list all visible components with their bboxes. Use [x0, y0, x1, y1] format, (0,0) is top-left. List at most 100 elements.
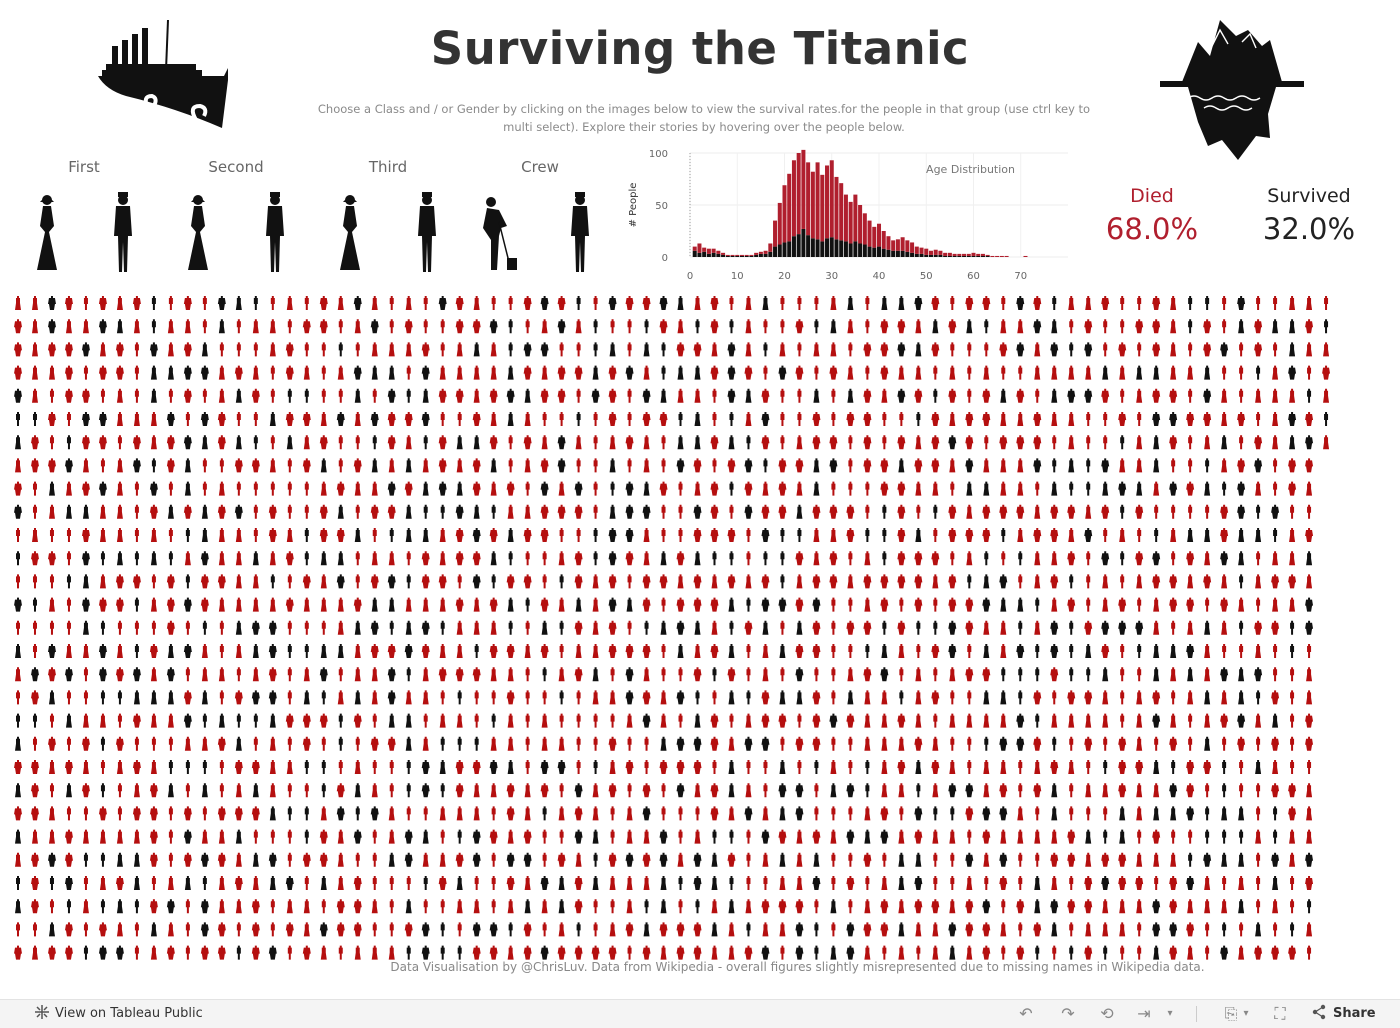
person-died-figure	[814, 667, 819, 682]
undo-icon[interactable]: ↶	[1019, 1004, 1033, 1023]
person-died-figure	[694, 644, 701, 658]
chevron-down-icon[interactable]: ▾	[1243, 1008, 1249, 1019]
class-label-second[interactable]: Second	[208, 158, 264, 176]
person-died-figure	[780, 620, 785, 635]
second-class-woman-figure[interactable]	[178, 192, 218, 276]
person-survived-figure	[304, 806, 309, 821]
person-died-figure	[593, 412, 598, 426]
person-died-figure	[490, 481, 497, 496]
person-died-figure	[864, 899, 871, 914]
person-died-figure	[134, 736, 139, 751]
third-class-woman-figure[interactable]	[330, 192, 370, 276]
person-died-figure	[1221, 899, 1228, 914]
person-died-figure	[881, 876, 888, 890]
person-died-figure	[830, 760, 837, 774]
person-died-figure	[1222, 319, 1227, 334]
person-died-figure	[32, 736, 37, 751]
redo-icon[interactable]: ↷	[1061, 1004, 1075, 1023]
person-died-figure	[608, 945, 617, 960]
person-died-figure	[507, 945, 514, 960]
person-died-figure	[81, 528, 90, 542]
person-died-figure	[1273, 481, 1278, 496]
person-survived-figure	[813, 458, 820, 473]
person-died-figure	[200, 945, 209, 960]
class-label-third[interactable]: Third	[368, 158, 408, 176]
crew-man-figure[interactable]	[560, 192, 600, 276]
person-survived-figure	[1169, 922, 1178, 937]
person-survived-figure	[354, 783, 361, 798]
person-died-figure	[745, 783, 752, 798]
person-survived-figure	[1255, 760, 1262, 774]
person-survived-figure	[1101, 551, 1110, 566]
person-survived-figure	[491, 504, 496, 519]
person-survived-figure	[1307, 899, 1312, 914]
person-survived-figure	[575, 597, 582, 612]
person-died-figure	[82, 319, 89, 334]
person-died-figure	[406, 365, 411, 380]
person-survived-figure	[661, 365, 666, 380]
person-died-figure	[831, 481, 836, 496]
person-survived-figure	[1239, 620, 1244, 635]
person-died-figure	[1170, 342, 1177, 357]
person-died-figure	[593, 922, 598, 937]
person-survived-figure	[542, 667, 547, 682]
bar-died	[697, 243, 702, 253]
person-survived-figure	[268, 945, 277, 960]
person-died-figure	[746, 667, 751, 682]
class-label-first[interactable]: First	[68, 158, 100, 176]
person-died-figure	[285, 922, 294, 937]
person-survived-figure	[506, 852, 515, 867]
person-survived-figure	[149, 342, 158, 357]
person-died-figure	[1324, 296, 1329, 310]
bar-survived	[853, 241, 858, 257]
person-survived-figure	[795, 945, 804, 960]
person-died-figure	[916, 504, 921, 519]
first-class-woman-figure[interactable]	[27, 192, 67, 276]
chevron-down-icon[interactable]: ▾	[1167, 1008, 1173, 1019]
crew-woman-figure[interactable]	[477, 192, 517, 276]
person-died-figure	[831, 736, 836, 751]
person-survived-figure	[201, 528, 208, 542]
fullscreen-icon[interactable]: ⛶	[1274, 1004, 1286, 1023]
person-survived-figure	[185, 760, 190, 774]
person-died-figure	[491, 899, 496, 914]
person-survived-figure	[761, 945, 770, 960]
person-died-figure	[727, 458, 736, 473]
share-button[interactable]: Share	[1333, 1006, 1376, 1021]
person-survived-figure	[1084, 528, 1093, 542]
person-died-figure	[626, 876, 633, 890]
refresh-icon[interactable]: ⇥	[1137, 1004, 1151, 1023]
person-died-figure	[1186, 551, 1195, 566]
person-died-figure	[932, 922, 939, 937]
person-died-figure	[99, 713, 106, 728]
first-class-man-figure[interactable]	[103, 192, 143, 276]
passenger-grid[interactable]	[12, 292, 1388, 964]
person-died-figure	[149, 829, 158, 844]
person-survived-figure	[337, 551, 344, 566]
class-label-crew[interactable]: Crew	[521, 158, 559, 176]
person-died-figure	[1085, 365, 1092, 380]
third-class-man-figure[interactable]	[407, 192, 447, 276]
person-died-figure	[234, 760, 243, 774]
person-died-figure	[1035, 388, 1040, 403]
download-icon[interactable]: ⎘	[1224, 1004, 1238, 1023]
person-died-figure	[610, 713, 615, 728]
person-survived-figure	[897, 342, 906, 357]
person-survived-figure	[166, 899, 175, 914]
share-icon[interactable]	[1309, 1004, 1329, 1024]
person-died-figure	[1254, 319, 1263, 334]
person-died-figure	[897, 760, 906, 774]
person-died-figure	[30, 690, 39, 705]
revert-icon[interactable]: ⟲	[1100, 1004, 1114, 1023]
person-died-figure	[1152, 388, 1161, 403]
person-survived-figure	[729, 876, 734, 890]
person-died-figure	[812, 690, 821, 705]
person-died-figure	[183, 852, 192, 867]
bar-survived	[834, 239, 839, 257]
view-on-tableau-link[interactable]: View on Tableau Public	[55, 1006, 203, 1021]
person-died-figure	[1069, 736, 1074, 751]
person-died-figure	[660, 945, 667, 960]
person-survived-figure	[795, 922, 804, 937]
person-survived-figure	[371, 458, 378, 473]
second-class-man-figure[interactable]	[255, 192, 295, 276]
